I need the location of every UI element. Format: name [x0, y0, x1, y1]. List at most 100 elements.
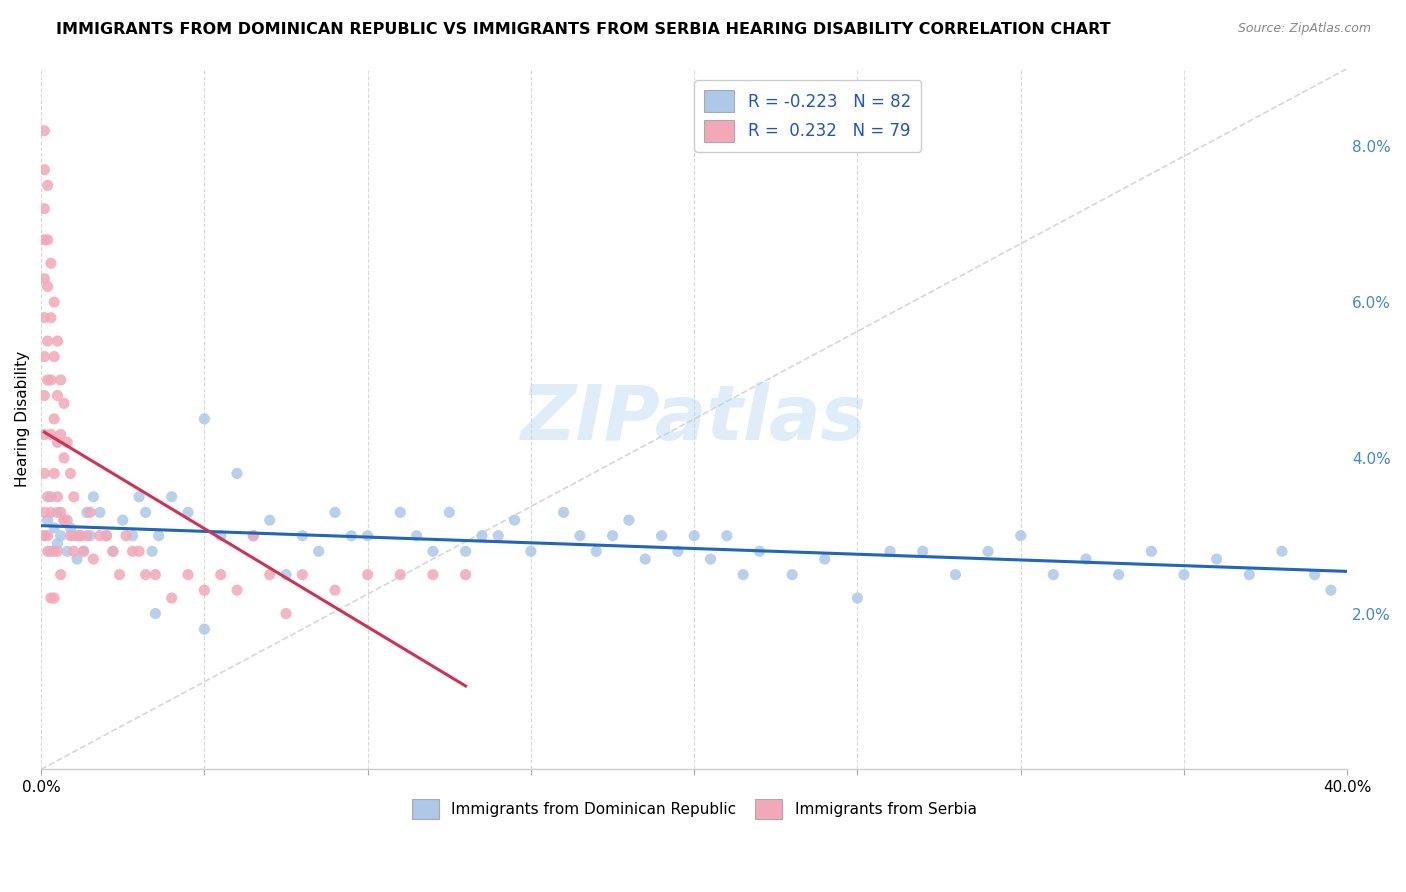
Point	[733, 567, 755, 582]
Point	[585, 544, 607, 558]
Point	[34, 310, 56, 325]
Point	[34, 202, 56, 216]
Point	[89, 529, 111, 543]
Point	[145, 607, 167, 621]
Point	[405, 529, 427, 543]
Point	[49, 529, 72, 543]
Point	[39, 310, 62, 325]
Point	[34, 350, 56, 364]
Point	[56, 544, 79, 558]
Point	[34, 467, 56, 481]
Point	[568, 529, 591, 543]
Point	[748, 544, 770, 558]
Point	[634, 552, 657, 566]
Point	[39, 490, 62, 504]
Point	[389, 567, 412, 582]
Point	[291, 529, 314, 543]
Text: Source: ZipAtlas.com: Source: ZipAtlas.com	[1237, 22, 1371, 36]
Point	[242, 529, 264, 543]
Point	[44, 544, 66, 558]
Point	[72, 544, 94, 558]
Point	[62, 490, 84, 504]
Point	[1271, 544, 1294, 558]
Point	[115, 529, 138, 543]
Point	[259, 567, 281, 582]
Point	[37, 513, 59, 527]
Point	[141, 544, 163, 558]
Point	[34, 529, 56, 543]
Point	[683, 529, 706, 543]
Point	[101, 544, 124, 558]
Point	[66, 529, 89, 543]
Point	[49, 567, 72, 582]
Point	[34, 529, 56, 543]
Point	[226, 467, 249, 481]
Point	[128, 490, 150, 504]
Point	[82, 490, 104, 504]
Point	[44, 467, 66, 481]
Point	[135, 505, 157, 519]
Point	[37, 373, 59, 387]
Point	[34, 272, 56, 286]
Point	[274, 567, 297, 582]
Point	[46, 334, 69, 348]
Point	[46, 388, 69, 402]
Point	[111, 513, 134, 527]
Point	[553, 505, 575, 519]
Point	[226, 583, 249, 598]
Point	[291, 567, 314, 582]
Point	[666, 544, 689, 558]
Point	[46, 435, 69, 450]
Point	[44, 591, 66, 605]
Point	[945, 567, 967, 582]
Point	[209, 567, 232, 582]
Point	[520, 544, 543, 558]
Point	[46, 505, 69, 519]
Point	[780, 567, 803, 582]
Point	[37, 279, 59, 293]
Point	[160, 490, 183, 504]
Point	[1303, 567, 1326, 582]
Point	[121, 544, 143, 558]
Point	[486, 529, 509, 543]
Point	[39, 427, 62, 442]
Point	[76, 529, 98, 543]
Point	[422, 544, 444, 558]
Point	[128, 544, 150, 558]
Point	[1320, 583, 1343, 598]
Point	[34, 427, 56, 442]
Text: IMMIGRANTS FROM DOMINICAN REPUBLIC VS IMMIGRANTS FROM SERBIA HEARING DISABILITY : IMMIGRANTS FROM DOMINICAN REPUBLIC VS IM…	[56, 22, 1111, 37]
Point	[699, 552, 721, 566]
Point	[37, 178, 59, 193]
Point	[52, 513, 75, 527]
Point	[389, 505, 412, 519]
Point	[651, 529, 673, 543]
Point	[471, 529, 494, 543]
Point	[44, 412, 66, 426]
Point	[62, 529, 84, 543]
Point	[96, 529, 118, 543]
Point	[356, 567, 378, 582]
Point	[1205, 552, 1227, 566]
Point	[37, 233, 59, 247]
Point	[39, 505, 62, 519]
Point	[148, 529, 170, 543]
Point	[46, 544, 69, 558]
Point	[39, 373, 62, 387]
Point	[454, 567, 477, 582]
Point	[49, 373, 72, 387]
Point	[76, 505, 98, 519]
Point	[56, 513, 79, 527]
Point	[37, 544, 59, 558]
Point	[160, 591, 183, 605]
Text: ZIPatlas: ZIPatlas	[522, 382, 868, 456]
Point	[69, 529, 91, 543]
Point	[59, 521, 82, 535]
Point	[59, 529, 82, 543]
Point	[39, 544, 62, 558]
Point	[37, 334, 59, 348]
Point	[34, 505, 56, 519]
Point	[69, 529, 91, 543]
Point	[1108, 567, 1130, 582]
Point	[259, 513, 281, 527]
